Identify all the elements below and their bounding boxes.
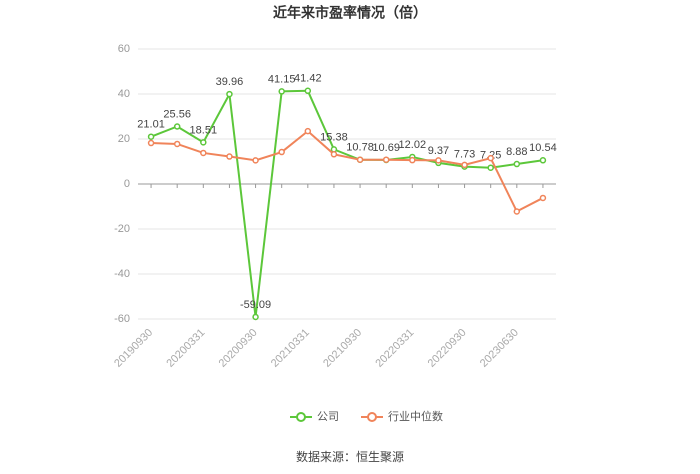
point [382,156,390,163]
y-tick-label: 0 [124,178,130,190]
legend-marker [296,412,306,422]
data-label: 41.15 [268,73,296,85]
point [513,160,521,168]
point [435,157,442,164]
y-tick-label: 20 [118,133,130,145]
x-tick-label: 20210331 [269,327,312,370]
y-tick-label: 40 [118,88,130,100]
data-label: 10.69 [372,142,400,154]
point [304,127,312,135]
point [539,157,547,164]
point [513,208,521,215]
point [330,151,338,158]
point [173,123,181,130]
point [200,149,207,157]
x-tick-label: 20210930 [321,327,364,370]
x-tick-label: 20200331 [164,327,207,370]
point [356,156,364,163]
point [173,140,181,148]
data-label: 21.01 [137,119,165,131]
point [226,90,233,98]
data-label: -59.09 [240,299,271,311]
point [304,87,312,95]
point [200,139,207,146]
legend-label: 公司 [317,411,339,423]
legend-label: 行业中位数 [388,409,443,423]
y-tick-label: 60 [118,43,130,55]
point [461,161,468,169]
x-tick-label: 20220930 [426,327,469,370]
data-label: 25.56 [163,108,191,120]
data-label: 12.02 [399,139,427,151]
data-label: 9.37 [428,145,449,157]
legend-item: 公司 [290,411,339,423]
point [539,194,547,202]
point [226,153,233,160]
data-label: 8.88 [506,146,527,158]
y-tick-label: -20 [114,223,130,235]
y-tick-label: -40 [114,268,130,280]
data-label: 10.78 [346,142,374,154]
x-tick-label: 20220331 [373,327,416,370]
point [252,313,259,321]
data-label: 10.54 [529,142,557,154]
chart-title: 近年来市盈率情况（倍） [273,5,427,21]
data-label: 7.73 [454,149,475,161]
x-tick-label: 20190930 [112,327,155,370]
data-label: 15.38 [320,131,348,143]
data-label: 41.42 [294,73,322,85]
legend-item: 行业中位数 [361,409,443,423]
source: 数据来源：恒生聚源 [296,449,404,464]
series-line [150,89,544,318]
point [487,154,494,162]
point [409,156,416,164]
point [147,139,155,147]
point [487,164,494,171]
data-label: 18.51 [190,124,218,136]
data-label: 39.96 [216,76,244,88]
y-tick-label: -60 [114,313,130,325]
legend-marker [367,412,377,422]
point [278,148,285,156]
point [252,157,259,164]
point [147,133,155,140]
series-line [151,129,544,213]
point [278,88,285,95]
x-tick-label: 20230630 [478,327,521,370]
x-tick-label: 20200930 [217,327,260,370]
